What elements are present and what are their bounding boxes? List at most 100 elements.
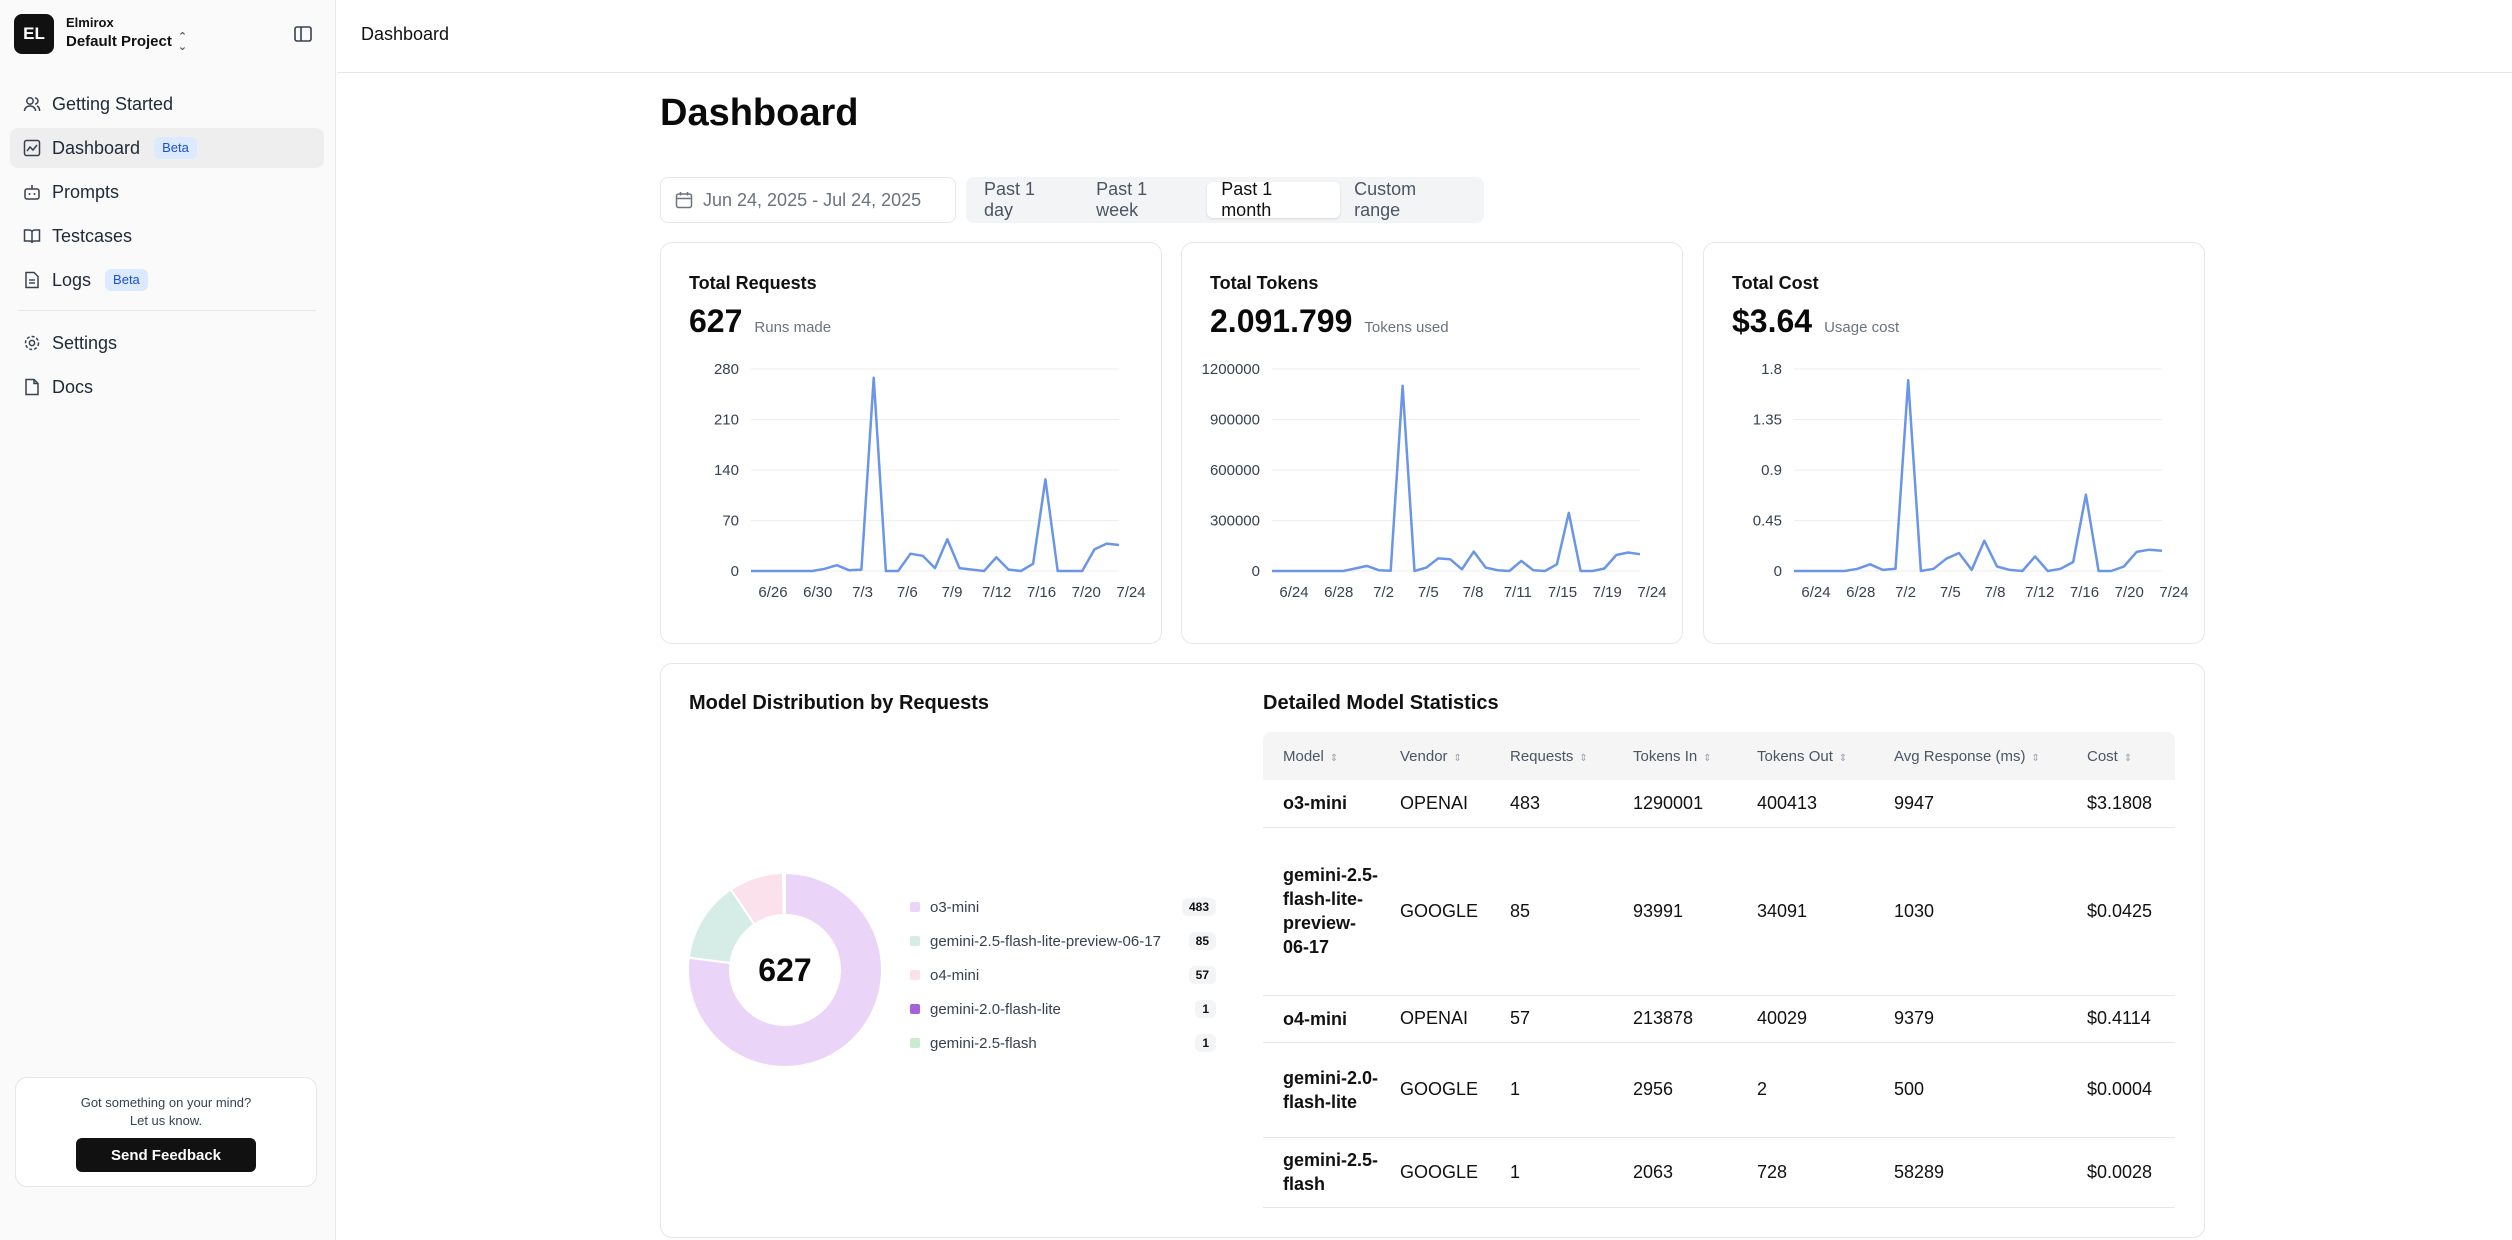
cell-tokens-in: 2063	[1613, 1137, 1737, 1208]
cell-cost: $0.0425	[2067, 827, 2175, 996]
gear-icon	[22, 333, 42, 353]
nav-divider	[18, 310, 316, 311]
top-bar: Dashboard	[337, 0, 2512, 73]
kpi-value-row: 627 Runs made	[689, 303, 831, 340]
cell-model: o3-mini	[1263, 780, 1380, 828]
legend-label: gemini-2.5-flash	[930, 1034, 1037, 1052]
tab-past-1-week[interactable]: Past 1 week	[1096, 179, 1148, 220]
kpi-card-requests: Total Requests 627 Runs made 0 70 140 210 28…	[660, 242, 1162, 644]
tab-past-1-day[interactable]: Past 1 day	[984, 179, 1036, 220]
y-tick-label: 0	[731, 563, 739, 580]
col-header-label: Model	[1283, 747, 1324, 765]
sidebar-toggle-icon[interactable]	[290, 22, 316, 46]
cell-model: gemini-2.0-flash-lite	[1263, 1042, 1380, 1138]
x-tick-label: 6/26	[758, 584, 787, 601]
x-tick-label: 7/16	[1027, 584, 1056, 601]
cell-tokens-out: 728	[1737, 1137, 1874, 1208]
col-header-label: Cost	[2087, 747, 2118, 765]
user-icon	[22, 94, 42, 114]
chart-icon	[22, 138, 42, 158]
breadcrumb: Dashboard	[361, 24, 450, 44]
sidebar-item-testcases[interactable]: Testcases	[10, 216, 324, 256]
kpi-value-row: $3.64 Usage cost	[1732, 303, 1899, 340]
distribution-legend: o3-mini 483 gemini-2.5-flash-lite-previe…	[910, 890, 1216, 1060]
sidebar-item-getting-started[interactable]: Getting Started	[10, 84, 324, 124]
col-header-cost[interactable]: Cost ⇕	[2067, 732, 2175, 780]
page-title: Dashboard	[660, 92, 859, 134]
cell-vendor: OPENAI	[1380, 995, 1490, 1043]
legend-label: gemini-2.5-flash-lite-preview-06-17	[930, 932, 1161, 950]
legend-label: o3-mini	[930, 898, 980, 916]
cell-cost: $0.0028	[2067, 1137, 2175, 1208]
x-tick-label: 7/19	[1593, 584, 1622, 601]
avatar: EL	[14, 14, 54, 54]
col-header-tokens-out[interactable]: Tokens Out ⇕	[1737, 732, 1874, 780]
legend-count: 1	[1195, 1000, 1216, 1018]
cell-tokens-out: 2	[1737, 1042, 1874, 1138]
series-line	[751, 376, 1120, 573]
kpi-value: 627	[689, 303, 743, 339]
kpi-value: 2.091.799	[1210, 303, 1353, 339]
kpi-value: $3.64	[1732, 303, 1813, 339]
col-header-requests[interactable]: Requests ⇕	[1490, 732, 1613, 780]
cell-avg-response: 1030	[1874, 827, 2067, 996]
table-row: o3-mini OPENAI 483 1290001 400413 9947 $…	[1263, 780, 2175, 828]
cell-vendor: GOOGLE	[1380, 1042, 1490, 1138]
legend-item: o4-mini 57	[910, 958, 1216, 992]
x-tick-label: 7/20	[1072, 584, 1101, 601]
x-tick-label: 7/8	[1985, 584, 2006, 601]
cell-tokens-in: 93991	[1613, 827, 1737, 996]
send-feedback-button[interactable]: Send Feedback	[76, 1138, 256, 1172]
x-tick-label: 7/5	[1940, 584, 1961, 601]
legend-item: gemini-2.5-flash-lite-preview-06-17 85	[910, 924, 1216, 958]
stats-title: Detailed Model Statistics	[1263, 692, 1499, 714]
col-header-vendor[interactable]: Vendor ⇕	[1380, 732, 1490, 780]
legend-item: o3-mini 483	[910, 890, 1216, 924]
legend-label: o4-mini	[930, 966, 980, 984]
col-header-model[interactable]: Model ⇕	[1263, 732, 1380, 780]
legend-count: 85	[1188, 932, 1216, 950]
sidebar-item-dashboard[interactable]: Dashboard Beta	[10, 128, 324, 168]
model-distribution-donut: 627	[687, 871, 883, 1068]
legend-swatch	[910, 936, 920, 946]
x-tick-label: 7/6	[897, 584, 918, 601]
col-header-tokens-in[interactable]: Tokens In ⇕	[1613, 732, 1737, 780]
legend-item: gemini-2.0-flash-lite 1	[910, 992, 1216, 1026]
kpi-subtitle: Tokens used	[1364, 319, 1449, 336]
cell-model: gemini-2.5-flash	[1263, 1137, 1380, 1208]
cell-avg-response: 9379	[1874, 995, 2067, 1043]
sidebar-item-logs[interactable]: Logs Beta	[10, 260, 324, 300]
sidebar-item-prompts[interactable]: Prompts	[10, 172, 324, 212]
sidebar-item-label: Testcases	[52, 225, 133, 246]
sidebar-item-label: Settings	[52, 332, 118, 353]
table-row: o4-mini OPENAI 57 213878 40029 9379 $0.4…	[1263, 995, 2175, 1043]
sidebar-nav: Getting Started Dashboard Beta Prompts T…	[10, 84, 324, 411]
sort-icon: ⇕	[1838, 752, 1848, 764]
cell-requests: 85	[1490, 827, 1613, 996]
tab-past-1-month[interactable]: Past 1 month	[1207, 179, 1341, 220]
date-range-picker[interactable]: Jun 24, 2025 - Jul 24, 2025	[660, 177, 956, 223]
sort-icon: ⇕	[1453, 752, 1462, 764]
project-switcher[interactable]: EL Elmirox Default Project ⌃ ⌄	[14, 14, 187, 54]
col-header-avg-response[interactable]: Avg Response (ms) ⇕	[1874, 732, 2067, 780]
sidebar-item-docs[interactable]: Docs	[10, 367, 324, 407]
x-tick-label: 6/28	[1846, 584, 1875, 601]
x-tick-label: 7/24	[2159, 584, 2188, 601]
distribution-title: Model Distribution by Requests	[689, 692, 990, 714]
x-tick-label: 6/30	[803, 584, 832, 601]
tokens-line-chart: 0 300000 600000 900000 1200000 6/24 6/28 7/2 7/5…	[1202, 361, 1667, 601]
kpi-title: Total Cost	[1732, 273, 1819, 293]
sidebar: EL Elmirox Default Project ⌃ ⌄ Getting St…	[0, 0, 336, 1240]
sidebar-item-settings[interactable]: Settings	[10, 323, 324, 363]
x-tick-label: 7/20	[2115, 584, 2144, 601]
kpi-title: Total Tokens	[1210, 273, 1319, 293]
x-tick-label: 7/24	[1116, 584, 1145, 601]
file-icon	[22, 377, 42, 397]
legend-swatch	[910, 1038, 920, 1048]
tab-custom-range[interactable]: Custom range	[1354, 179, 1417, 220]
feedback-line-2: Let us know.	[129, 1113, 203, 1128]
file-text-icon	[22, 270, 42, 290]
cell-tokens-in: 2956	[1613, 1042, 1737, 1138]
range-tabs: Past 1 day Past 1 week Past 1 month Cust…	[966, 177, 1484, 223]
cell-requests: 57	[1490, 995, 1613, 1043]
